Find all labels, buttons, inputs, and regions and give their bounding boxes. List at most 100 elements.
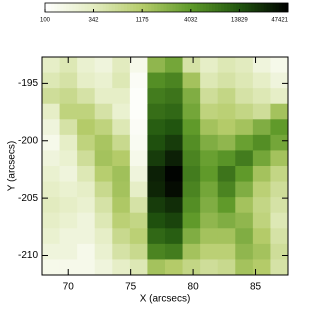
heatmap-cell — [147, 72, 166, 89]
heatmap-cell — [182, 88, 201, 105]
heatmap-cell — [217, 166, 236, 182]
heatmap-cell — [235, 103, 254, 120]
heatmap-cell — [42, 72, 60, 89]
heatmap-cell — [182, 197, 201, 214]
heatmap-cell — [147, 212, 166, 229]
x-tick-label: 80 — [188, 282, 200, 293]
colorbar-segment — [166, 3, 171, 12]
heatmap-cell — [200, 243, 219, 260]
colorbar-segment — [248, 3, 253, 12]
colorbar-segment — [154, 3, 158, 12]
heatmap-cell — [182, 212, 201, 229]
heatmap-cell — [129, 181, 148, 198]
heatmap-cell — [59, 228, 78, 245]
heatmap-cell — [217, 134, 236, 151]
x-axis-label: X (arcsecs) — [140, 294, 191, 305]
colorbar-segment — [66, 3, 70, 12]
heatmap-cell — [217, 88, 236, 105]
heatmap-cell — [165, 150, 183, 167]
heatmap-cell — [200, 166, 219, 182]
colorbar-segment — [45, 3, 49, 12]
heatmap-cell — [200, 228, 219, 245]
heatmap-cell — [217, 103, 236, 120]
y-axis-label: Y (arcsecs) — [7, 141, 18, 191]
heatmap-cell — [42, 228, 60, 245]
heatmap-cell — [217, 212, 236, 229]
heatmap-cell — [59, 134, 78, 151]
colorbar-segment — [69, 3, 73, 12]
heatmap-cell — [200, 57, 219, 73]
colorbar-segment — [114, 3, 119, 12]
heatmap-cell — [59, 166, 78, 182]
heatmap-cell — [235, 134, 254, 151]
heatmap-cell — [252, 212, 271, 229]
heatmap-cell — [270, 197, 289, 214]
heatmap-cell — [112, 103, 131, 120]
heatmap-cell — [129, 259, 148, 276]
heatmap-cell — [112, 259, 131, 276]
colorbar-segment — [72, 3, 76, 12]
colorbar-segment — [251, 3, 256, 12]
colorbar-tick-label: 13829 — [231, 18, 248, 24]
heatmap-cell — [200, 181, 219, 198]
heatmap-cell — [217, 181, 236, 198]
heatmap-cell — [147, 57, 166, 73]
colorbar-segment — [221, 3, 225, 12]
heatmap-cell — [217, 197, 236, 214]
heatmap-cell — [42, 243, 60, 260]
colorbar-segment — [178, 3, 183, 12]
heatmap-cell — [235, 228, 254, 245]
heatmap-cell — [182, 150, 201, 167]
heatmap-cell — [147, 228, 166, 245]
colorbar-segment — [245, 3, 250, 12]
colorbar-segment — [236, 3, 240, 12]
heatmap-cell — [217, 72, 236, 89]
heatmap-cell — [235, 197, 254, 214]
colorbar-segment — [239, 3, 243, 12]
heatmap-cell — [59, 150, 78, 167]
heatmap-cell — [77, 228, 96, 245]
heatmap-cell — [77, 212, 96, 229]
heatmap-cell — [59, 259, 78, 276]
heatmap-cell — [252, 228, 271, 245]
heatmap-cell — [182, 103, 201, 120]
heatmap-cell — [235, 243, 254, 260]
heatmap-cell — [252, 259, 271, 276]
heatmap-cell — [270, 119, 289, 136]
y-tick-label: -195 — [18, 78, 38, 89]
heatmap-cell — [200, 72, 219, 89]
colorbar-segment — [181, 3, 186, 12]
heatmap-cell — [147, 181, 166, 198]
heatmap-cell — [94, 72, 113, 89]
heatmap-cell — [165, 181, 183, 198]
heatmap-cell — [270, 166, 289, 182]
heatmap-cell — [129, 57, 148, 73]
heatmap-cell — [94, 150, 113, 167]
heatmap-cell — [112, 181, 131, 198]
heatmap-cell — [270, 228, 289, 245]
heatmap-cell — [200, 103, 219, 120]
colorbar-segment — [218, 3, 222, 12]
heatmap-cell — [252, 103, 271, 120]
colorbar-segment — [105, 3, 110, 12]
heatmap-cell — [252, 72, 271, 89]
colorbar-tick-label: 47421 — [271, 18, 288, 24]
heatmap-cell — [94, 197, 113, 214]
colorbar-segment — [145, 3, 149, 12]
heatmap-cell — [59, 243, 78, 260]
heatmap-cell — [270, 57, 289, 73]
heatmap-cell — [42, 197, 60, 214]
heatmap-cell — [182, 259, 201, 276]
heatmap-cell — [217, 119, 236, 136]
heatmap-cell — [235, 150, 254, 167]
colorbar-segment — [142, 3, 146, 12]
colorbar-segment — [199, 3, 204, 12]
colorbar-frame — [44, 2, 289, 13]
colorbar-segment — [196, 3, 201, 12]
heatmap-cell — [252, 197, 271, 214]
heatmap-cell — [200, 88, 219, 105]
colorbar-segment — [205, 3, 210, 12]
heatmap-cell — [235, 181, 254, 198]
heatmap-cell — [112, 57, 131, 73]
